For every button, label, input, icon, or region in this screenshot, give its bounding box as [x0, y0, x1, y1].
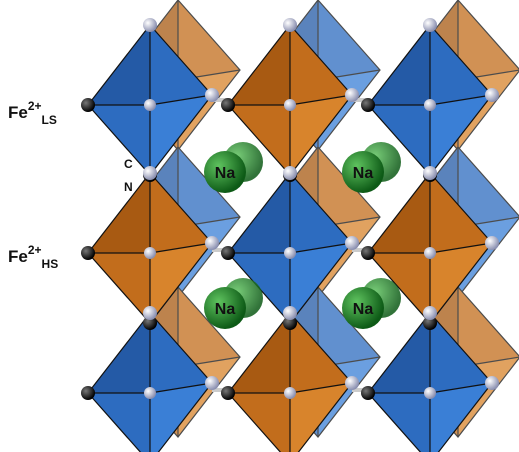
na-label: Na [215, 165, 236, 182]
na-label: Na [353, 301, 374, 318]
na-label: Na [353, 165, 374, 182]
element: Fe [8, 103, 28, 122]
nitrogen-label: N [124, 180, 133, 194]
front-layer [81, 18, 499, 452]
sodium-ions: Na Na Na Na [204, 142, 401, 329]
spin: HS [42, 257, 59, 271]
element: Fe [8, 247, 28, 266]
carbon-label: C [124, 157, 133, 171]
fe-hs-label: Fe2+HS [8, 243, 58, 271]
na-label: Na [215, 301, 236, 318]
spin: LS [42, 113, 57, 127]
fe-ls-label: Fe2+LS [8, 99, 57, 127]
charge: 2+ [28, 243, 42, 257]
charge: 2+ [28, 99, 42, 113]
